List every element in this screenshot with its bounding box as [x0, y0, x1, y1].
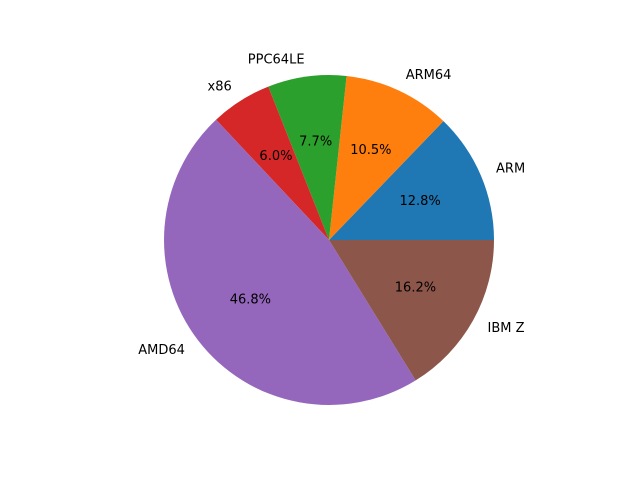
- pie-pct-label-ppc64le: 7.7%: [299, 134, 332, 149]
- pie-slice-arm: [329, 121, 494, 240]
- pie-slice-ppc64le: [268, 75, 347, 241]
- pie-category-label-amd64: AMD64: [138, 343, 185, 358]
- slices-layer: [164, 75, 494, 405]
- pie-pct-label-amd64: 46.8%: [230, 293, 271, 308]
- labels-layer: 12.8% ARM 10.5% ARM64 7.7% PPC64LE 6.0% x86 46.8…: [138, 53, 525, 358]
- pie-slice-x86: [216, 86, 329, 240]
- pie-category-label-x86: x86: [208, 79, 232, 94]
- pie-category-label-ibm-z: IBM Z: [488, 321, 525, 336]
- pie-slice-ibm-z: [329, 240, 494, 381]
- pie-slice-amd64: [164, 119, 416, 405]
- pie-category-label-ppc64le: PPC64LE: [248, 53, 305, 68]
- pie-pct-label-arm64: 10.5%: [350, 143, 391, 158]
- pie-pct-label-x86: 6.0%: [259, 149, 292, 164]
- pie-pct-label-arm: 12.8%: [399, 194, 440, 209]
- pie-pct-label-ibm-z: 16.2%: [395, 281, 436, 296]
- pie-slice-arm64: [329, 75, 444, 240]
- pie-category-label-arm: ARM: [496, 161, 525, 176]
- pie-category-label-arm64: ARM64: [406, 68, 452, 83]
